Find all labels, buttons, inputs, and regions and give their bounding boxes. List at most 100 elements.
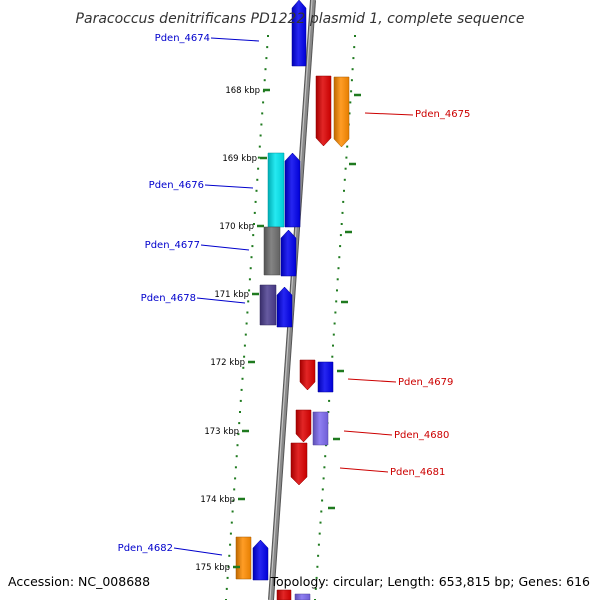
track-dot (242, 366, 245, 369)
kbp-tick-label: 174 kbp (200, 495, 235, 505)
track-dot (264, 68, 267, 71)
track-dot (336, 278, 339, 281)
track-dot (259, 134, 262, 137)
feature-17-gene-arrow (276, 589, 292, 600)
track-dot (316, 565, 319, 568)
gene-leader-line (339, 467, 389, 473)
gene-features (235, 0, 350, 600)
track-dot (250, 256, 253, 259)
feature-7-gene-arrow (280, 229, 297, 277)
feature-15-gene-arrow (235, 536, 252, 580)
track-dot (353, 46, 356, 49)
gene-label-pden-4679[interactable]: Pden_4679 (398, 377, 453, 388)
feature-14-gene-arrow (290, 442, 308, 486)
gene-leader-line (173, 547, 223, 556)
kbp-tick-label: 169 kbp (222, 154, 257, 164)
track-dot (244, 333, 247, 336)
track-dot (256, 178, 259, 181)
kbp-tick-label: 168 kbp (225, 86, 260, 96)
track-dot (243, 344, 246, 347)
feature-4-gene-arrow (267, 152, 285, 228)
track-dot (246, 311, 249, 314)
track-dot (229, 532, 232, 535)
track-dot (318, 532, 321, 535)
gene-label-pden-4682[interactable]: Pden_4682 (118, 543, 173, 554)
track-dot (333, 322, 336, 325)
gene-label-pden-4678[interactable]: Pden_4678 (141, 293, 196, 304)
track-dot (261, 112, 264, 115)
track-dot (342, 200, 345, 203)
feature-10-gene-arrow (299, 359, 316, 391)
track-dot (235, 455, 238, 458)
track-dot (230, 521, 233, 524)
track-dot (350, 90, 353, 93)
track-dot (253, 211, 256, 214)
track-dot (317, 543, 320, 546)
track-dot (260, 123, 263, 126)
track-dot (317, 554, 320, 557)
track-dot (332, 344, 334, 347)
track-dot (245, 322, 248, 325)
track-dot (237, 433, 240, 436)
track-dot (334, 311, 337, 314)
track-dot (232, 499, 235, 502)
track-dot (331, 355, 334, 358)
feature-5-gene-arrow (284, 152, 301, 228)
track-dot (332, 333, 335, 336)
feature-13-gene-arrow (312, 411, 329, 446)
gene-label-pden-4674[interactable]: Pden_4674 (155, 33, 210, 44)
kbp-tick-label: 175 kbp (195, 563, 230, 573)
track-dot (248, 289, 251, 292)
gene-leader-line (343, 430, 393, 436)
gene-labels: Pden_4674 Pden_4675 Pden_4676 Pden_4677 Pden… (118, 33, 470, 556)
track-dot (262, 101, 265, 104)
map-title: Paracoccus denitrificans PD1222 plasmid … (76, 11, 525, 27)
track-dot (323, 466, 326, 469)
track-dot (341, 211, 344, 214)
track-dot (322, 477, 325, 480)
feature-8-gene-arrow (259, 284, 277, 326)
gene-leader-line (204, 184, 254, 189)
gene-label-pden-4675[interactable]: Pden_4675 (415, 109, 470, 120)
track-dot (253, 223, 255, 225)
track-dot (262, 90, 265, 93)
track-dot (241, 377, 244, 380)
gene-leader-line (200, 244, 250, 251)
track-dot (225, 587, 228, 590)
feature-1-gene-arrow (291, 0, 307, 67)
track-dot (240, 388, 243, 391)
feature-16-gene-arrow (252, 539, 269, 581)
track-dot (254, 200, 257, 203)
gene-label-pden-4680[interactable]: Pden_4680 (394, 430, 449, 441)
track-dot (349, 101, 352, 104)
track-dot (267, 35, 269, 37)
track-dot (263, 79, 266, 82)
track-dot (314, 587, 317, 590)
gene-label-pden-4677[interactable]: Pden_4677 (145, 240, 200, 251)
gene-leader-line (364, 112, 414, 116)
feature-11-gene-arrow (317, 361, 334, 393)
gene-label-pden-4676[interactable]: Pden_4676 (149, 180, 204, 191)
track-dot (257, 167, 260, 170)
gene-label-pden-4681[interactable]: Pden_4681 (390, 467, 445, 478)
track-dot (247, 300, 250, 303)
track-dot (321, 488, 324, 491)
track-dot (233, 488, 236, 491)
kbp-tick-label: 171 kbp (214, 290, 249, 300)
feature-12-gene-arrow (295, 409, 312, 443)
track-dot (335, 300, 338, 303)
track-dot (234, 477, 237, 480)
gene-leader-line (196, 297, 246, 304)
track-dot (229, 543, 232, 546)
kbp-tick-label: 170 kbp (219, 222, 254, 232)
track-dot (243, 355, 246, 358)
gene-leader-line (210, 37, 260, 42)
track-dot (265, 57, 268, 60)
track-dot (328, 399, 331, 402)
track-dot (251, 245, 254, 248)
track-dot (340, 223, 343, 225)
track-dot (248, 278, 251, 281)
track-dot (348, 112, 351, 115)
track-dot (336, 289, 338, 292)
